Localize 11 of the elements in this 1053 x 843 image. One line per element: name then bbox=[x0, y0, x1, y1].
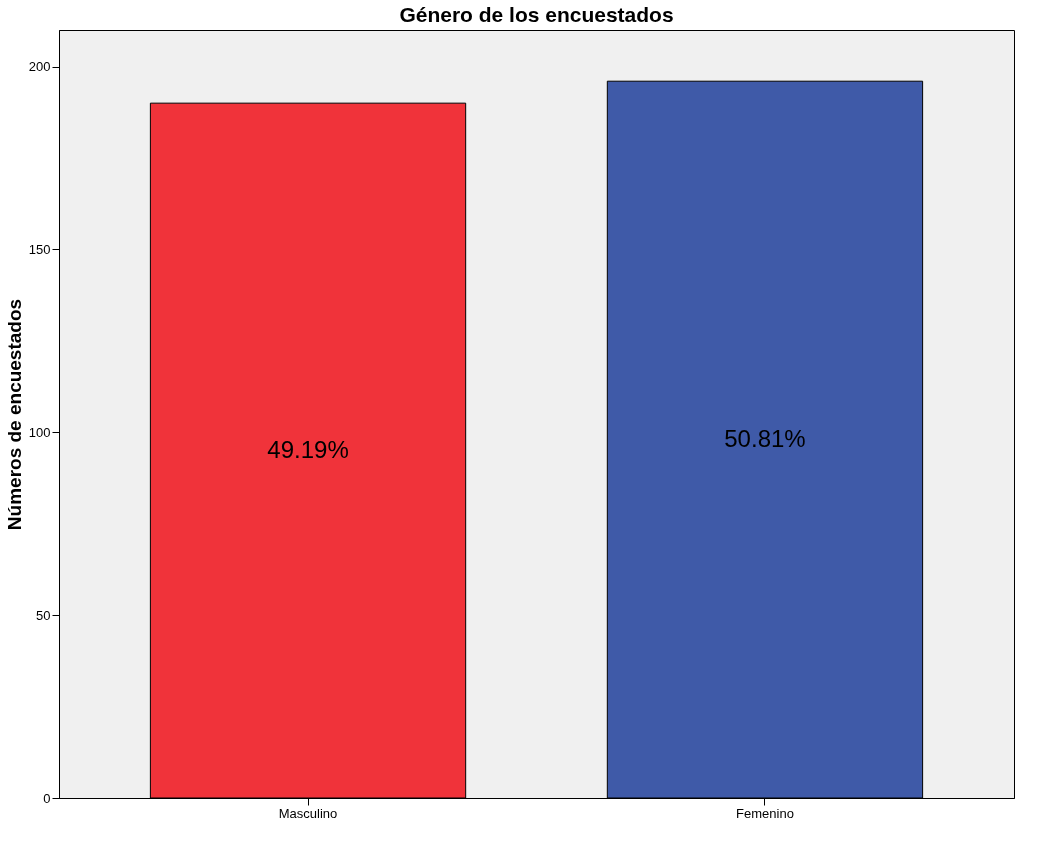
y-tick-label: 50 bbox=[36, 607, 51, 623]
y-tick-label: 150 bbox=[28, 241, 51, 257]
y-tick-label: 0 bbox=[43, 790, 51, 806]
annotation: 49.19% bbox=[267, 435, 349, 463]
annotation: 50.81% bbox=[724, 424, 806, 452]
y-axis-title: Números de encuestados bbox=[3, 298, 25, 531]
y-tick-label: 100 bbox=[28, 424, 51, 440]
x-tick-label: Masculino bbox=[278, 805, 338, 821]
chart-title: Género de los encuestados bbox=[399, 3, 674, 26]
x-tick-label: Femenino bbox=[736, 805, 794, 821]
y-tick-label: 200 bbox=[28, 59, 51, 75]
